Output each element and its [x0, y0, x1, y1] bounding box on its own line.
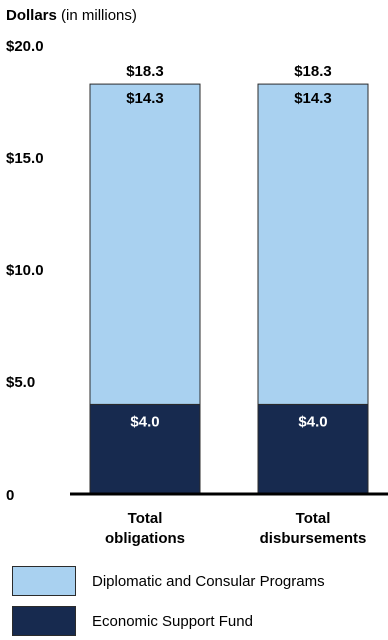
- legend-item-esf: Economic Support Fund: [12, 606, 253, 636]
- legend-item-diplomatic: Diplomatic and Consular Programs: [12, 566, 325, 596]
- y-tick-label: $20.0: [6, 38, 44, 55]
- legend-label-esf: Economic Support Fund: [92, 612, 253, 630]
- stacked-bar-chart: 0 $5.0 $10.0 $15.0 $20.0 $4.0 $14.3 $18.3 Total o…: [6, 38, 388, 547]
- y-axis-title: Dollars: [6, 7, 57, 24]
- data-label: $4.0: [130, 413, 159, 430]
- bar-segment: [89, 403, 201, 495]
- legend-swatch-esf: [12, 606, 76, 636]
- legend-label-diplomatic: Diplomatic and Consular Programs: [92, 572, 325, 590]
- data-label: $4.0: [298, 413, 327, 430]
- y-tick-label: 0: [6, 487, 14, 504]
- y-axis-unit: (in millions): [61, 7, 137, 24]
- bar-segment: [257, 403, 369, 495]
- bar-segment: [89, 83, 201, 405]
- total-label: $18.3: [294, 63, 332, 80]
- y-tick-label: $10.0: [6, 262, 44, 279]
- x-tick-label: Total: [296, 510, 331, 527]
- data-label: $14.3: [126, 90, 164, 107]
- total-label: $18.3: [126, 63, 164, 80]
- y-tick-label: $5.0: [6, 374, 35, 391]
- x-tick-label: disbursements: [260, 530, 367, 547]
- legend-swatch-diplomatic: [12, 566, 76, 596]
- x-tick-label: obligations: [105, 530, 185, 547]
- bar-segment: [257, 83, 369, 405]
- y-tick-label: $15.0: [6, 150, 44, 167]
- y-axis-label: Dollars (in millions): [6, 7, 137, 24]
- x-tick-label: Total: [128, 510, 163, 527]
- data-label: $14.3: [294, 90, 332, 107]
